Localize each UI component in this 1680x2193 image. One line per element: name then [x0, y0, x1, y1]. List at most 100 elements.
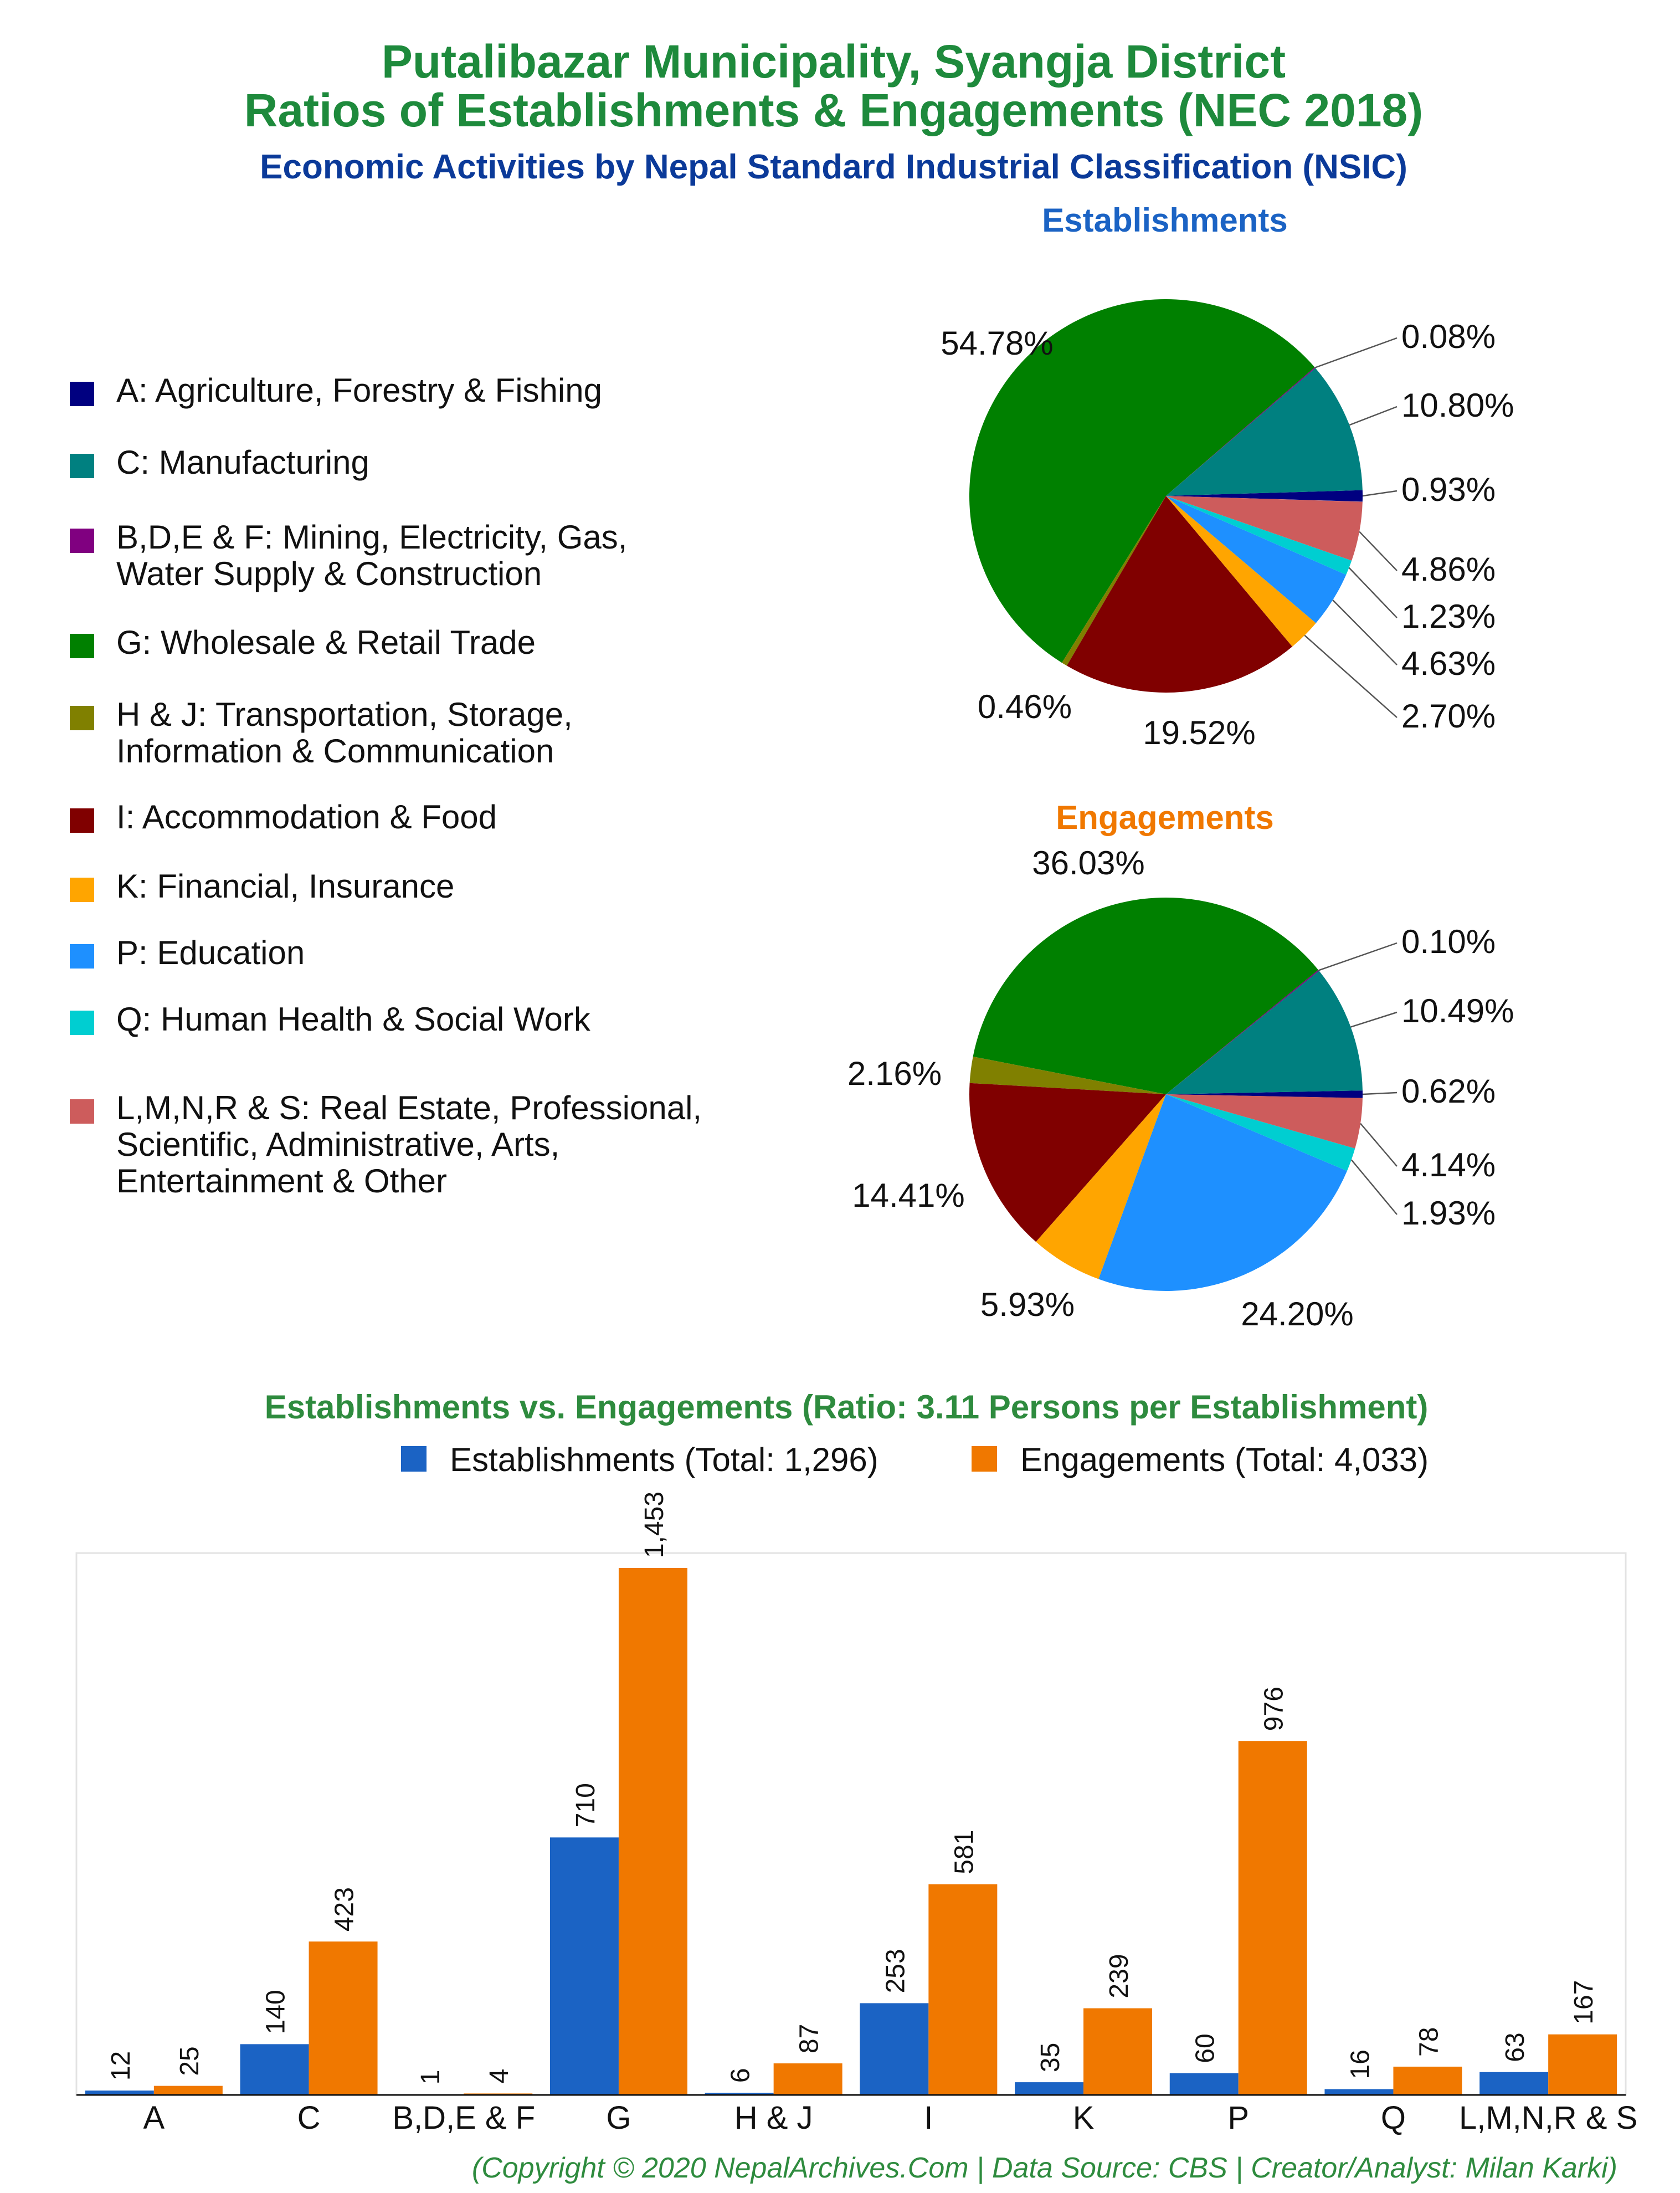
pie-label-p: 4.63% [1401, 645, 1496, 682]
category-legend: A: Agriculture, Forestry & Fishing C: Man… [70, 372, 702, 1200]
pie-label-g: 54.78% [941, 325, 1054, 362]
pie-label-c: 10.80% [1401, 387, 1514, 424]
bar-value-label: 6 [726, 2068, 756, 2083]
x-tick-label: H & J [734, 2100, 813, 2136]
legend-label-p: P: Education [116, 934, 305, 971]
leader-line-c [1349, 406, 1398, 426]
pie-label-q: 1.23% [1401, 598, 1496, 635]
x-tick-label: Q [1381, 2100, 1406, 2136]
legend-swatch-bdef [70, 529, 94, 553]
legend-label-c: C: Manufacturing [116, 444, 369, 481]
pie-label-k: 5.93% [980, 1286, 1075, 1323]
legend-swatch-a [70, 382, 94, 406]
leader-line-c [1350, 1011, 1398, 1028]
pie-slice-q [1166, 496, 1352, 575]
leader-line-q [1350, 1159, 1398, 1215]
bar-value-label: 423 [330, 1887, 359, 1931]
legend-label-establishments: Establishments (Total: 1,296) [450, 1441, 878, 1478]
leader-line-a [1362, 490, 1398, 497]
bar-value-label: 4 [485, 2069, 514, 2084]
pie-label-k: 2.70% [1401, 698, 1496, 735]
legend-swatch-hj [70, 706, 94, 730]
legend-label-g: G: Wholesale & Retail Trade [116, 624, 536, 661]
bar-value-label: 35 [1036, 2043, 1065, 2072]
bar-value-label: 16 [1345, 2049, 1375, 2079]
legend-label-hj: H & J: Transportation, Storage, Informati… [116, 696, 573, 770]
bar-establishments [1169, 2073, 1239, 2095]
x-tick-label: K [1073, 2100, 1095, 2136]
bar-engagements [618, 1568, 687, 2095]
pie-slice-c [1166, 971, 1363, 1094]
pie-slice-bdef [1166, 970, 1319, 1094]
bar-chart-title: Establishments vs. Engagements (Ratio: 3… [265, 1388, 1429, 1426]
leader-line-bdef [1314, 337, 1398, 368]
legend-swatch-i [70, 808, 94, 833]
legend-swatch-establishments [401, 1446, 427, 1472]
pie-slice-k [1166, 496, 1316, 647]
legend-swatch-p [70, 944, 94, 969]
x-tick-label: I [924, 2100, 933, 2136]
pie-label-c: 10.49% [1401, 992, 1514, 1029]
bar-engagements [1548, 2034, 1617, 2095]
legend-swatch-k [70, 878, 94, 902]
leader-line-k [1304, 634, 1398, 718]
engagements-pie: 0.62% 10.49% 0.10% 36.03% 2.16% 14.41% 5.93% 24… [847, 844, 1514, 1333]
bar-value-label: 1 [416, 2070, 445, 2085]
bar-value-label: 12 [106, 2051, 136, 2081]
pie-slice-a [1166, 490, 1363, 502]
legend-swatch-q [70, 1011, 94, 1035]
bar-value-label: 581 [949, 1830, 979, 1874]
bar-establishments [240, 2044, 309, 2095]
legend-swatch-g [70, 634, 94, 658]
footer-credit: (Copyright © 2020 NepalArchives.Com | Da… [472, 2152, 1617, 2184]
pie-label-lmnrs: 4.86% [1401, 551, 1496, 588]
pie-slice-a [1166, 1090, 1363, 1098]
pie-slice-q [1166, 1094, 1355, 1171]
legend-label-k: K: Financial, Insurance [116, 868, 454, 905]
bar-value-label: 710 [571, 1783, 600, 1827]
leader-line-p [1332, 600, 1398, 665]
leader-line-q [1348, 567, 1398, 618]
bar-engagements [928, 1884, 998, 2095]
pie-label-bdef: 0.10% [1401, 923, 1496, 960]
bar-value-label: 140 [261, 1990, 291, 2034]
leader-line-lmnrs [1360, 1123, 1398, 1167]
legend-swatch-engagements [972, 1446, 997, 1472]
bar-value-label: 253 [881, 1949, 910, 1993]
legend-label-a: A: Agriculture, Forestry & Fishing [116, 372, 602, 409]
pie-slice-c [1166, 368, 1363, 496]
bar-value-label: 167 [1569, 1980, 1599, 2025]
x-tick-label: L,M,N,R & S [1459, 2100, 1637, 2136]
bar-establishments [549, 1837, 619, 2095]
pie-label-a: 0.93% [1401, 471, 1496, 508]
legend-label-i: I: Accommodation & Food [116, 798, 497, 836]
establishments-pie: 0.93% 10.80% 0.08% 54.78% 0.46% 19.52% 2.70% 4.… [941, 299, 1514, 751]
bar-establishments [1324, 2089, 1394, 2095]
leader-line-lmnrs [1359, 531, 1398, 571]
bar-value-label: 1,453 [640, 1492, 669, 1558]
bar-value-label: 78 [1414, 2027, 1443, 2057]
legend-label-bdef: B,D,E & F: Mining, Electricity, Gas, Wate… [116, 519, 627, 592]
leader-line-bdef [1318, 942, 1398, 971]
pie-label-lmnrs: 4.14% [1401, 1146, 1496, 1183]
bar-engagements [153, 2086, 223, 2095]
bar-value-label: 87 [795, 2024, 824, 2053]
pie-slice-p [1166, 496, 1347, 623]
establishments-pie-title: Establishments [1042, 202, 1287, 239]
bar-engagements [1083, 2008, 1153, 2095]
leader-line-a [1362, 1092, 1398, 1095]
legend-swatch-c [70, 454, 94, 478]
legend-label-lmnrs: L,M,N,R & S: Real Estate, Professional, S… [116, 1089, 702, 1200]
x-tick-label: G [606, 2100, 631, 2136]
bar-establishments [1015, 2082, 1084, 2095]
bar-engagements [1238, 1741, 1307, 2095]
x-tick-label: P [1227, 2100, 1249, 2136]
pie-slice-lmnrs [1166, 496, 1363, 561]
pie-slice-hj [1062, 496, 1166, 666]
pie-label-q: 1.93% [1401, 1195, 1496, 1232]
bar-engagements [773, 2063, 842, 2095]
bar-establishments [705, 2093, 774, 2095]
x-tick-label: C [297, 2100, 321, 2136]
bar-value-label: 25 [175, 2046, 204, 2076]
